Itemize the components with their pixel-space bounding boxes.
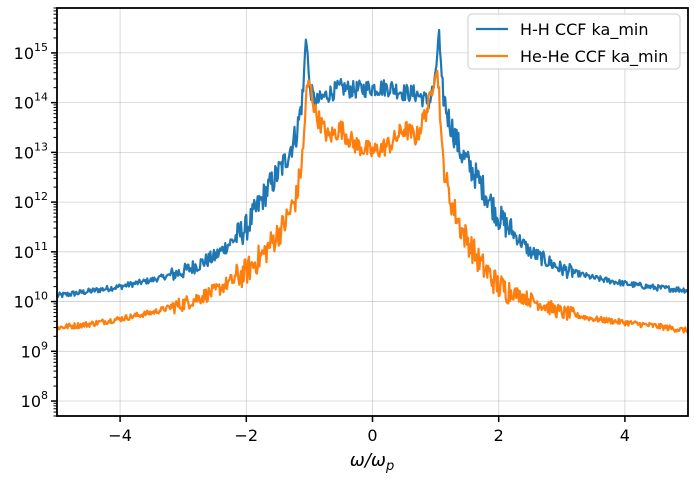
- y-tick-label: 1014: [14, 91, 48, 113]
- x-tick-label: 0: [367, 426, 377, 445]
- y-tick-exponent: 14: [34, 91, 48, 104]
- legend-label: He-He CCF ka_min: [520, 47, 668, 67]
- y-tick-base: 10: [21, 342, 41, 361]
- y-tick-base: 10: [14, 94, 34, 113]
- x-axis-ticks: −4 −2 0 2 4: [108, 416, 630, 445]
- x-tick-label: −2: [235, 426, 259, 445]
- y-tick-exponent: 10: [34, 290, 48, 303]
- y-tick-exponent: 8: [41, 389, 48, 402]
- y-tick-label: 109: [21, 339, 48, 361]
- x-tick-label: 2: [494, 426, 504, 445]
- legend-label: H-H CCF ka_min: [520, 20, 649, 40]
- y-tick-exponent: 9: [41, 339, 48, 352]
- y-tick-base: 10: [14, 193, 34, 212]
- y-tick-exponent: 12: [34, 190, 48, 203]
- y-tick-label: 1011: [14, 240, 48, 262]
- y-tick-label: 1010: [14, 290, 48, 312]
- y-tick-exponent: 11: [34, 240, 48, 253]
- y-tick-base: 10: [14, 143, 34, 162]
- y-tick-base: 10: [14, 243, 34, 262]
- y-tick-base: 10: [14, 293, 34, 312]
- y-tick-label: 108: [21, 389, 48, 411]
- y-tick-exponent: 15: [34, 41, 48, 54]
- legend-box: [467, 13, 681, 70]
- y-tick-label: 1015: [14, 41, 48, 63]
- y-tick-label: 1012: [14, 190, 48, 212]
- y-tick-base: 10: [14, 44, 34, 63]
- legend: H-H CCF ka_min He-He CCF ka_min: [467, 13, 681, 70]
- x-tick-label: −4: [108, 426, 132, 445]
- y-tick-label: 1013: [14, 140, 48, 162]
- y-tick-base: 10: [21, 392, 41, 411]
- x-tick-label: 4: [620, 426, 630, 445]
- series-line-h-h: [55, 28, 689, 299]
- y-tick-exponent: 13: [34, 140, 48, 153]
- series-layer: [55, 28, 690, 334]
- series-line-he-he: [56, 69, 690, 334]
- x-axis-label: ω/ωp: [350, 450, 394, 474]
